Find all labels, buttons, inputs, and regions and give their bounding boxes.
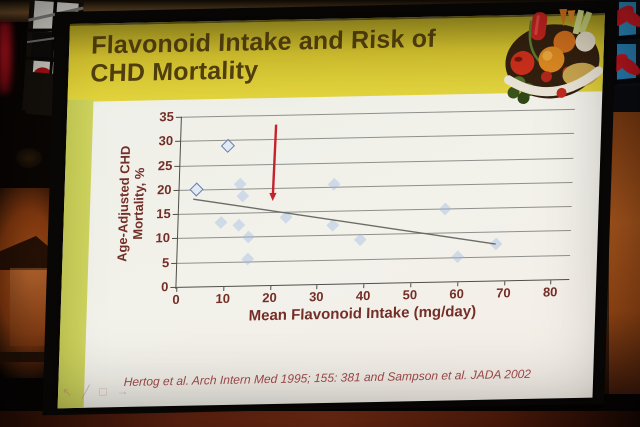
presenter-toolbar: ↖ ╱ □ → [61,383,129,400]
x-tick-label-20: 20 [262,289,278,306]
slide-title: Flavonoid Intake and Risk of CHD Mortali… [90,23,512,88]
x-tick-label-30: 30 [308,288,324,305]
x-tick-label-70: 70 [495,285,511,301]
x-tick-label-80: 80 [542,284,558,300]
slide-box-icon[interactable]: □ [99,384,107,399]
pen-icon[interactable]: ╱ [81,384,90,399]
next-arrow-icon[interactable]: → [116,383,129,399]
x-tick-label-50: 50 [402,287,418,303]
y-tick-label-30: 30 [158,133,174,149]
chart-overlay [193,124,496,245]
x-tick-label-40: 40 [355,288,371,304]
pew-silhouette [0,352,64,362]
presentation-slide: Flavonoid Intake and Risk of CHD Mortali… [57,8,605,409]
trend-line [193,198,496,245]
annotation-arrow-head [269,192,277,201]
x-tick-label-10: 10 [215,290,231,307]
x-tick-label-60: 60 [449,286,465,302]
y-axis-title: Age-Adjusted CHD Mortality, % [114,145,148,263]
plot-area: 0 5 10 15 20 25 30 35 0 10 20 30 40 50 60 70 80 [155,108,575,307]
stained-glass-red-blur [0,22,13,94]
x-tick-label-0: 0 [172,291,180,308]
annotation-arrow-shaft [271,124,278,195]
y-tick-label-35: 35 [159,108,175,125]
y-tick-label-15: 15 [156,206,172,222]
y-tick-label-10: 10 [155,230,171,246]
y-tick-label-25: 25 [157,157,173,173]
citation-text: Hertog et al. Arch Intern Med 1995; 155:… [123,366,532,390]
pointer-icon[interactable]: ↖ [61,385,73,400]
y-tick-label-5: 5 [161,254,170,270]
stage-front [0,411,640,427]
y-tick-label-20: 20 [156,181,172,198]
wall-sconce [16,148,42,168]
vegetables-image [503,8,603,104]
